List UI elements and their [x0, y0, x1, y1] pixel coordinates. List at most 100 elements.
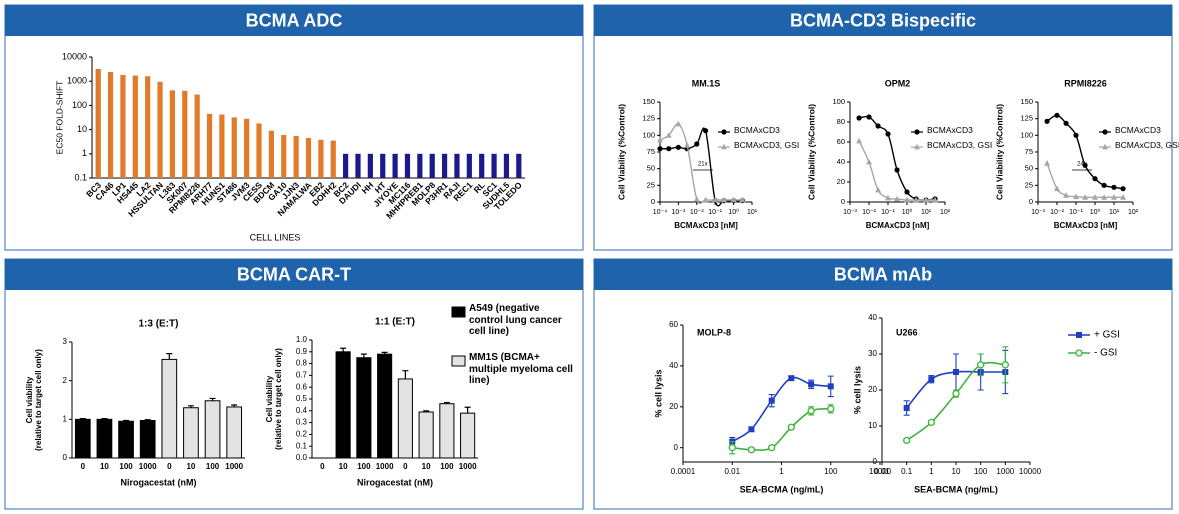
bar — [194, 94, 200, 178]
point — [1054, 185, 1060, 192]
y-tick-label: 0.5 — [296, 394, 308, 403]
x-axis-title: BCMAxCD3 [nM] — [1054, 221, 1118, 230]
x-axis-title: Nirogacestat (nM) — [120, 477, 196, 487]
y-tick-label: 0 — [873, 457, 878, 466]
legend-label-box: BCMAxCD3, GSI — [1115, 141, 1179, 150]
point — [684, 142, 691, 148]
point — [675, 120, 682, 127]
point — [721, 129, 727, 135]
bar — [169, 90, 176, 178]
x-tick-label: 1 — [779, 467, 784, 476]
point — [885, 194, 891, 201]
y-tick-label: 40 — [837, 157, 845, 166]
bar — [95, 68, 101, 178]
point — [739, 196, 746, 203]
x-tick-label: 10² — [1128, 209, 1139, 216]
point — [730, 196, 737, 203]
point — [1101, 194, 1108, 200]
legend-label-box: BCMAxCD3 — [734, 126, 780, 135]
bar — [231, 117, 237, 178]
legend-label-box: BCMAxCD3, GSI — [927, 141, 993, 150]
x-tick-label: 10¹ — [1109, 209, 1120, 216]
y-axis-title: % cell lysis — [852, 366, 862, 414]
bar — [183, 407, 199, 459]
point — [768, 397, 775, 404]
bar — [281, 134, 287, 178]
legend-label: BCMAxCD3, GSI — [927, 141, 993, 150]
point — [977, 361, 985, 369]
point — [788, 375, 795, 382]
panel-header — [594, 5, 1172, 36]
point — [728, 444, 736, 452]
y-axis-title: Cell Viability (%Control) — [806, 104, 816, 200]
y-axis-title: (relative to target cell only) — [274, 348, 283, 450]
y-tick-label: 1 — [82, 148, 87, 158]
bar — [118, 420, 134, 459]
point — [1082, 194, 1089, 200]
point — [904, 189, 910, 195]
point — [1063, 192, 1070, 198]
point — [693, 196, 700, 202]
y-tick-label: 0.6 — [296, 382, 308, 391]
point — [768, 444, 776, 452]
x-tick-label: 10⁰ — [902, 208, 913, 216]
x-tick-label: 10¹ — [747, 209, 758, 216]
bar — [479, 153, 485, 178]
x-tick-label: 1000 — [996, 467, 1014, 476]
bar — [145, 76, 151, 178]
x-axis-title: BCMAxCD3 [nM] — [866, 221, 930, 230]
x-tick-label: 10⁻⁴ — [653, 209, 668, 216]
y-axis-title: Cell viability — [265, 375, 274, 422]
point — [712, 196, 719, 203]
point — [1073, 193, 1079, 200]
point — [866, 158, 872, 165]
y-tick-label: 100 — [72, 100, 87, 110]
error-bar — [443, 401, 450, 404]
legend-label-box: BCMAxCD3 — [927, 126, 973, 135]
x-tick-label: 0 — [403, 462, 408, 471]
x-tick-label: 10⁰ — [1090, 208, 1101, 216]
panel — [593, 258, 1173, 510]
bar — [244, 118, 250, 178]
bar — [367, 153, 373, 178]
point — [932, 196, 939, 203]
x-tick-label: 10⁻³ — [843, 209, 857, 216]
point — [1111, 184, 1117, 190]
y-tick-label: 0.7 — [296, 371, 308, 380]
y-tick-label: 0 — [651, 197, 655, 206]
bar — [441, 153, 448, 178]
y-axis-title: Cell Viability (%Control) — [616, 104, 626, 200]
bar — [380, 153, 386, 178]
point — [1044, 160, 1051, 166]
point — [1102, 129, 1108, 135]
point — [665, 132, 672, 138]
point — [827, 405, 835, 413]
x-tick-label: 100 — [119, 462, 133, 471]
y-tick-label: 25 — [1025, 180, 1033, 189]
point — [1101, 182, 1107, 188]
x-tick-label: 10⁻³ — [671, 209, 685, 216]
point — [1044, 118, 1050, 124]
panel-title: BCMA ADC — [246, 10, 343, 30]
error-bar — [402, 370, 409, 379]
legend-label-box: BCMAxCD3 — [1115, 126, 1161, 135]
y-axis-title: EC50 FOLD-SHIFT — [54, 81, 64, 155]
x-tick-label: 10 — [186, 462, 195, 471]
error-bar — [464, 406, 471, 414]
x-tick-label: 1000 — [225, 462, 243, 471]
bar — [439, 403, 455, 459]
x-tick-label: 1000 — [459, 462, 477, 471]
point — [666, 146, 672, 152]
y-tick-label: 75 — [647, 147, 655, 156]
point — [903, 405, 910, 411]
bar — [219, 114, 225, 178]
y-tick-label: 0.3 — [296, 418, 308, 427]
bar — [206, 113, 213, 178]
point — [1092, 176, 1098, 182]
y-tick-label: 150 — [642, 97, 655, 106]
point — [904, 196, 910, 203]
bar — [120, 75, 126, 178]
y-tick-label: 50 — [647, 164, 655, 173]
error-bar — [381, 351, 388, 355]
